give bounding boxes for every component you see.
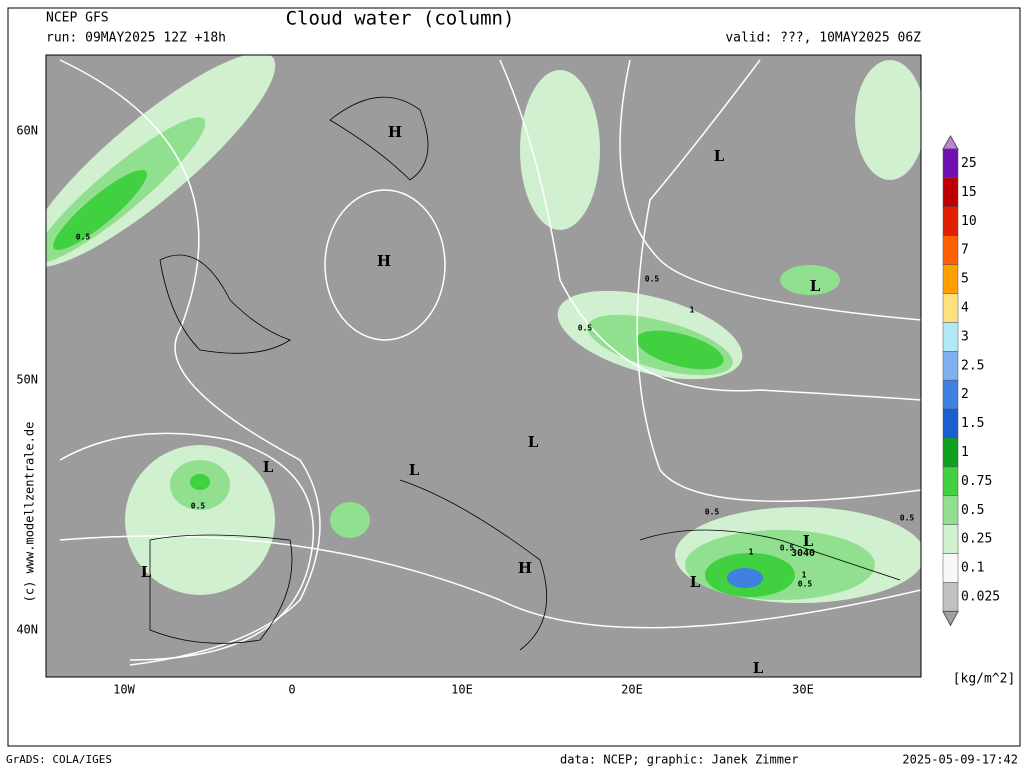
colorbar-label: 5 bbox=[961, 272, 969, 287]
lon-label: 10W bbox=[113, 683, 135, 697]
colorbar-box bbox=[942, 524, 959, 554]
colorbar: 25 15 10 7 5 4 3 2.5 2 1.5 1 0.75 0.5 0.25 0.1 0.025 bbox=[942, 134, 1000, 627]
pressure-center: L bbox=[263, 458, 274, 476]
colorbar-box bbox=[942, 351, 959, 381]
contour-label: 1 bbox=[802, 571, 807, 580]
timestamp: 2025-05-09-17:42 bbox=[902, 753, 1018, 767]
colorbar-box bbox=[942, 582, 959, 612]
colorbar-box bbox=[942, 293, 959, 323]
colorbar-box bbox=[942, 235, 959, 265]
colorbar-box bbox=[942, 408, 959, 439]
colorbar-label: 3 bbox=[961, 329, 969, 344]
colorbar-box bbox=[942, 322, 959, 352]
colorbar-box bbox=[942, 264, 959, 294]
map-border bbox=[45, 54, 922, 678]
contour-label: 1 bbox=[749, 548, 754, 557]
pressure-center: L bbox=[690, 573, 701, 591]
contour-label: 1 bbox=[690, 306, 695, 315]
colorbar-box bbox=[942, 553, 959, 583]
model: NCEP GFS bbox=[46, 11, 109, 26]
colorbar-label: 7 bbox=[961, 243, 969, 258]
pressure-center: L bbox=[810, 277, 821, 295]
lon-label: 0 bbox=[288, 683, 295, 697]
pressure-center: L bbox=[409, 461, 420, 479]
pressure-center: L bbox=[141, 563, 152, 581]
lat-label: 40N bbox=[16, 623, 38, 637]
colorbar-label: 1 bbox=[961, 445, 969, 460]
colorbar-label: 2.5 bbox=[961, 358, 984, 373]
colorbar-box bbox=[942, 466, 959, 497]
colorbar-label: 25 bbox=[961, 156, 977, 171]
colorbar-label: 10 bbox=[961, 214, 977, 229]
pressure-center: L bbox=[528, 433, 539, 451]
colorbar-label: 4 bbox=[961, 300, 969, 315]
contour-label: 0.5 bbox=[705, 508, 720, 517]
colorbar-box bbox=[942, 379, 959, 410]
colorbar-label: 0.5 bbox=[961, 503, 984, 518]
lat-label: 60N bbox=[16, 124, 38, 138]
colorbar-box bbox=[942, 206, 959, 236]
pressure-centers: H H L L L L L L H L L L bbox=[141, 123, 821, 677]
coastlines bbox=[149, 96, 901, 651]
colorbar-top-arrow bbox=[942, 134, 959, 150]
contour-label: 0.5 bbox=[578, 324, 593, 333]
valid: valid: ???, 10MAY2025 06Z bbox=[725, 31, 921, 46]
software: GrADS: COLA/IGES bbox=[6, 753, 112, 766]
pressure-center: L bbox=[714, 147, 725, 165]
colorbar-bottom-arrow bbox=[942, 610, 959, 627]
colorbar-label: 15 bbox=[961, 185, 977, 200]
contour-label: 0.5 bbox=[780, 544, 795, 553]
colorbar-label: 0.025 bbox=[961, 589, 1000, 604]
cloud-areas bbox=[46, 55, 921, 603]
lon-label: 20E bbox=[621, 683, 643, 697]
contour-label: 0.5 bbox=[191, 502, 206, 511]
credits: data: NCEP; graphic: Janek Zimmer bbox=[560, 753, 798, 767]
colorbar-label: 0.25 bbox=[961, 532, 992, 547]
run: run: 09MAY2025 12Z +18h bbox=[46, 31, 226, 46]
map: H H L L L L L L H L L L 0.5 0.5 1 0.5 0.… bbox=[16, 54, 922, 697]
isobars bbox=[59, 59, 921, 666]
colorbar-label: 0.1 bbox=[961, 561, 984, 576]
pressure-center: H bbox=[377, 252, 391, 270]
frame bbox=[7, 7, 1021, 747]
contour-labels: 0.5 0.5 1 0.5 0.5 0.5 1 0.5 3040 1 0.5 0… bbox=[76, 233, 915, 589]
contour-label: 0.5 bbox=[798, 580, 813, 589]
pressure-center: H bbox=[388, 123, 402, 141]
lon-label: 10E bbox=[451, 683, 473, 697]
colorbar-label: 2 bbox=[961, 387, 969, 402]
colorbar-box bbox=[942, 177, 959, 208]
colorbar-box bbox=[942, 148, 959, 179]
contour-label: 3040 bbox=[791, 548, 815, 559]
pressure-center: L bbox=[803, 532, 814, 550]
title: Cloud water (column) bbox=[286, 8, 515, 30]
colorbar-box bbox=[942, 495, 959, 525]
colorbar-label: 0.75 bbox=[961, 474, 992, 489]
colorbar-box bbox=[942, 437, 959, 468]
website: (c) www.modellzentrale.de bbox=[23, 422, 37, 603]
colorbar-unit: [kg/m^2] bbox=[953, 672, 1016, 687]
pressure-center: L bbox=[753, 659, 764, 677]
pressure-center: H bbox=[518, 559, 532, 577]
lat-label: 50N bbox=[16, 373, 38, 387]
contour-label: 0.5 bbox=[645, 275, 660, 284]
contour-label: 0.5 bbox=[900, 514, 915, 523]
contour-label: 0.5 bbox=[76, 233, 91, 242]
colorbar-label: 1.5 bbox=[961, 416, 984, 431]
lon-label: 30E bbox=[792, 683, 814, 697]
